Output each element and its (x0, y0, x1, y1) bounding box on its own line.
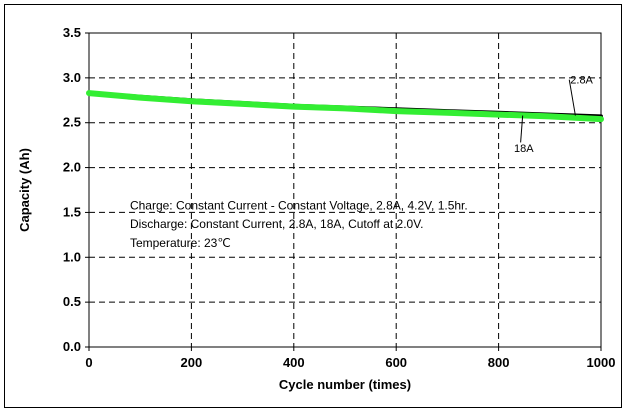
grid-lines (89, 33, 601, 347)
series-label-2-8a: 2.8A (570, 75, 593, 87)
annotation-charge: Charge: Constant Current - Constant Volt… (130, 198, 468, 212)
x-tick-label: 200 (181, 355, 203, 370)
plot-area-border (88, 32, 602, 348)
series-label-leader-2-8a (568, 79, 576, 116)
y-tick-label: 2.0 (63, 160, 81, 175)
y-tick-label: 3.5 (63, 25, 81, 40)
chart-frame: 0 200 400 600 800 1000 0.0 0.5 1.0 1.5 2.0 2.5 3.0 3… (4, 4, 622, 408)
x-axis-title: Cycle number (times) (279, 377, 411, 392)
series-label-leader-18a (520, 115, 524, 143)
y-tick-label: 0.5 (63, 294, 81, 309)
x-axis-ticks: 0 200 400 600 800 1000 (85, 347, 615, 370)
y-tick-label: 1.0 (63, 249, 81, 264)
y-tick-label: 2.5 (63, 115, 81, 130)
y-tick-label: 1.5 (63, 204, 81, 219)
series-label-18a: 18A (514, 143, 534, 155)
annotation-discharge: Discharge: Constant Current, 2.8A, 18A, … (130, 217, 424, 231)
x-tick-label: 1000 (587, 355, 616, 370)
annotation-temperature: Temperature: 23℃ (130, 236, 231, 250)
x-tick-label: 600 (385, 355, 407, 370)
x-tick-label: 0 (85, 355, 92, 370)
data-series (86, 90, 604, 123)
y-tick-label: 0.0 (63, 339, 81, 354)
series-line-18a (86, 90, 604, 123)
x-tick-label: 400 (283, 355, 305, 370)
y-tick-label: 3.0 (63, 70, 81, 85)
y-axis-ticks: 0.0 0.5 1.0 1.5 2.0 2.5 3.0 3.5 (63, 25, 89, 354)
x-tick-label: 800 (488, 355, 510, 370)
y-axis-title: Capacity (Ah) (17, 148, 32, 232)
capacity-cycle-chart: 0 200 400 600 800 1000 0.0 0.5 1.0 1.5 2.0 2.5 3.0 3… (17, 25, 615, 392)
